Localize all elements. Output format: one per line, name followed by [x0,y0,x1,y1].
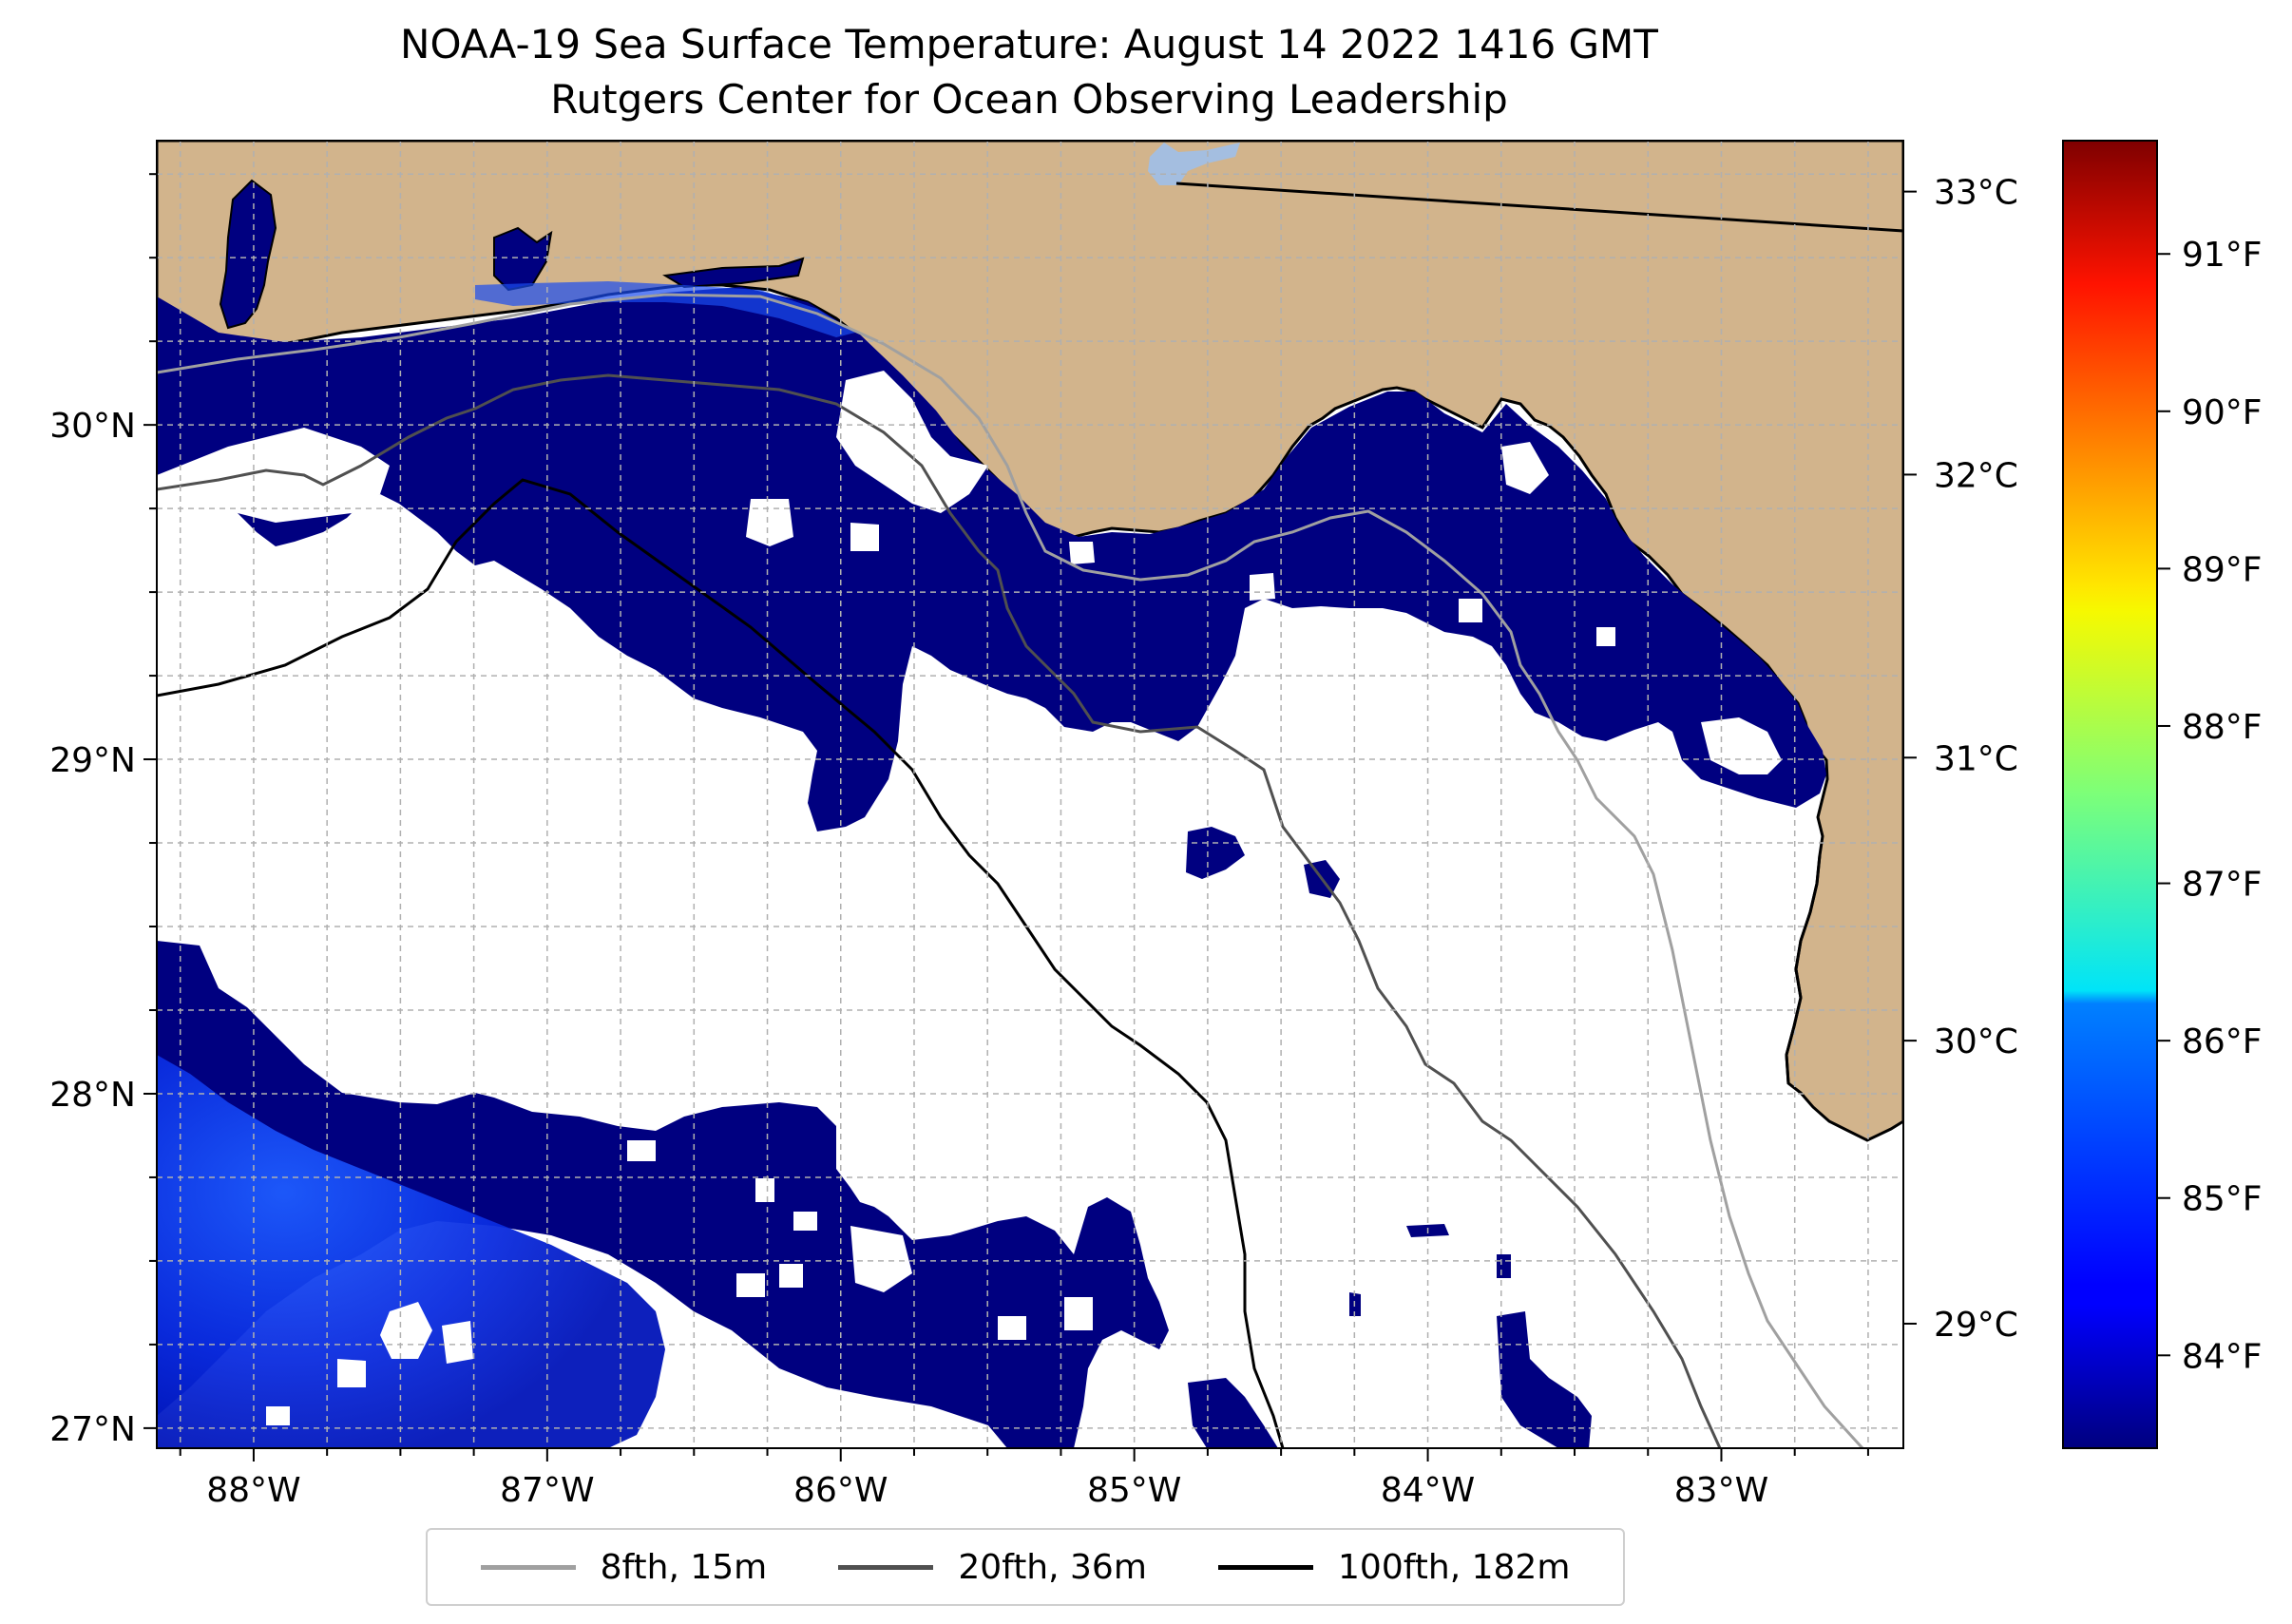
isobath-8fth [157,293,1864,1448]
map-area [157,141,1903,1448]
chart-subtitle: Rutgers Center for Ocean Observing Leade… [550,76,1508,123]
state-border [1175,182,1903,233]
sst-warm-patch [157,1055,665,1448]
colorbar-fahrenheit-axis: 84°F 85°F 86°F 87°F 88°F 89°F 90°F 91°F [2157,236,2263,1376]
isobath-20fth [157,373,1722,1448]
gridlines [157,141,1903,1448]
fahrenheit-tick-label: 90°F [2182,393,2263,432]
sst-swath-north [157,287,1826,831]
celsius-tick-label: 32°C [1934,456,2018,495]
fahrenheit-tick-label: 88°F [2182,708,2263,747]
celsius-tick-label: 29°C [1934,1306,2018,1345]
map-frame [156,140,1904,1449]
legend-label-100fth: 100fth, 182m [1338,1547,1571,1587]
lon-tick-label: 87°W [500,1471,594,1510]
legend-swatch-100fth [1218,1564,1314,1570]
legend-swatch-20fth [838,1564,934,1570]
lon-tick-label: 83°W [1674,1471,1768,1510]
celsius-tick-label: 30°C [1934,1022,2018,1061]
lon-tick-label: 84°W [1381,1471,1475,1510]
longitude-axis: 88°W 87°W 86°W 85°W 84°W 83°W [179,1448,1869,1510]
coastline [1785,854,1822,1084]
legend-item-100fth: 100fth, 182m [1218,1548,1570,1587]
fahrenheit-tick-label: 84°F [2182,1337,2263,1376]
latitude-axis: 27°N 28°N 29°N 30°N [49,173,157,1449]
legend-item-8fth: 8fth, 15m [480,1547,768,1587]
lat-tick-label: 27°N [49,1410,136,1449]
fahrenheit-tick-label: 85°F [2182,1180,2263,1219]
celsius-tick-label: 33°C [1934,174,2018,213]
fahrenheit-tick-label: 91°F [2182,236,2263,275]
colorbar [2062,140,2158,1449]
cloud-gaps [157,371,1782,1425]
lat-tick-label: 28°N [49,1076,136,1115]
lon-tick-label: 85°W [1087,1471,1181,1510]
legend-swatch-8fth [480,1564,576,1570]
sst-patch-se3 [1497,1254,1511,1278]
sst-patch-south2 [1188,1378,1278,1448]
fahrenheit-tick-label: 87°F [2182,866,2263,905]
lon-tick-label: 86°W [793,1471,888,1510]
legend-item-20fth: 20fth, 36m [838,1548,1147,1587]
sst-patch-mid [1186,827,1245,879]
sst-swath-south [157,941,1169,1448]
fahrenheit-tick-label: 89°F [2182,550,2263,589]
pensacola-bay [493,226,553,292]
lon-tick-label: 88°W [206,1471,300,1510]
colorbar-celsius-axis: 29°C 30°C 31°C 32°C 33°C [1903,174,2018,1345]
legend-label-20fth: 20fth, 36m [958,1547,1147,1587]
celsius-tick-label: 31°C [1934,739,2018,778]
sst-patch-se1 [1497,1311,1592,1448]
lat-tick-label: 29°N [49,741,136,780]
lat-tick-label: 30°N [49,407,136,446]
legend-label-8fth: 8fth, 15m [600,1547,768,1587]
sst-data [157,287,1826,1448]
fahrenheit-tick-label: 86°F [2182,1022,2263,1061]
isobath-100fth [157,478,1285,1448]
isobath-legend: 8fth, 15m 20fth, 36m 100fth, 182m [426,1528,1625,1606]
mobile-bay [219,179,277,330]
chart-title: NOAA-19 Sea Surface Temperature: August … [400,21,1658,67]
